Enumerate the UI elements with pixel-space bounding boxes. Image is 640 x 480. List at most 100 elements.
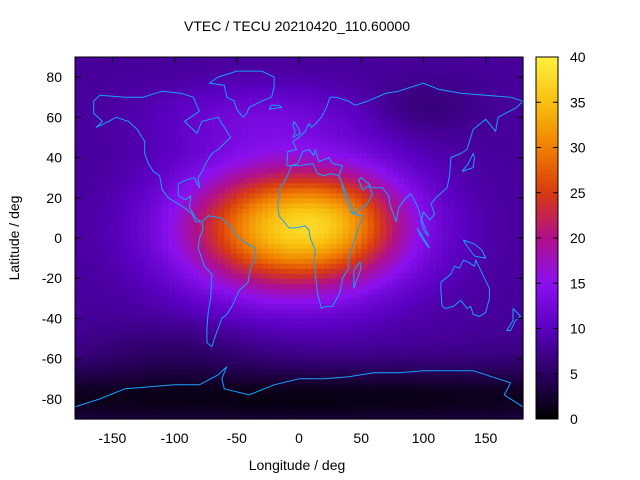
heatmap-cell xyxy=(473,82,481,88)
heatmap-cell xyxy=(423,107,431,113)
heatmap-cell xyxy=(155,303,163,309)
heatmap-cell xyxy=(124,77,132,83)
heatmap-cell xyxy=(75,167,82,174)
heatmap-cell xyxy=(174,303,182,309)
heatmap-cell xyxy=(149,313,157,320)
heatmap-cell xyxy=(448,258,456,264)
heatmap-cell xyxy=(149,182,157,189)
heatmap-cell xyxy=(249,363,257,370)
heatmap-cell xyxy=(504,253,512,259)
heatmap-cell xyxy=(274,378,281,385)
heatmap-cell xyxy=(373,238,381,244)
heatmap-cell xyxy=(255,288,263,294)
heatmap-cell xyxy=(106,378,113,385)
heatmap-cell xyxy=(479,393,487,400)
heatmap-cell xyxy=(323,253,331,259)
heatmap-cell xyxy=(442,92,449,98)
heatmap-cell xyxy=(218,142,225,149)
heatmap-cell xyxy=(199,137,207,144)
heatmap-cell xyxy=(193,353,201,360)
heatmap-cell xyxy=(249,368,257,375)
heatmap-cell xyxy=(305,238,313,244)
heatmap-cell xyxy=(193,82,201,88)
heatmap-cell xyxy=(305,177,313,184)
heatmap-cell xyxy=(118,388,126,395)
heatmap-cell xyxy=(510,248,518,254)
heatmap-cell xyxy=(168,408,176,415)
heatmap-cell xyxy=(398,77,406,83)
heatmap-cell xyxy=(118,348,126,355)
heatmap-cell xyxy=(367,303,375,309)
heatmap-cell xyxy=(87,318,95,325)
heatmap-cell xyxy=(81,308,89,315)
heatmap-cell xyxy=(367,413,375,420)
heatmap-cell xyxy=(143,263,151,269)
heatmap-cell xyxy=(112,67,120,73)
heatmap-cell xyxy=(311,77,319,83)
heatmap-cell xyxy=(479,323,487,330)
heatmap-cell xyxy=(118,172,126,179)
heatmap-cell xyxy=(330,328,337,335)
heatmap-cell xyxy=(131,393,138,400)
heatmap-cell xyxy=(243,303,250,309)
heatmap-cell xyxy=(243,323,250,330)
heatmap-cell xyxy=(249,268,257,274)
heatmap-cell xyxy=(473,177,481,184)
heatmap-cell xyxy=(330,187,337,194)
heatmap-cell xyxy=(99,313,107,320)
heatmap-cell xyxy=(81,328,89,335)
heatmap-cell xyxy=(224,107,232,113)
heatmap-cell xyxy=(330,82,337,88)
heatmap-cell xyxy=(274,308,281,315)
heatmap-cell xyxy=(330,248,337,254)
heatmap-cell xyxy=(267,192,275,199)
heatmap-cell xyxy=(211,298,219,304)
heatmap-cell xyxy=(168,388,176,395)
heatmap-cell xyxy=(261,263,269,269)
heatmap-cell xyxy=(124,313,132,320)
heatmap-cell xyxy=(243,102,250,108)
heatmap-cell xyxy=(498,217,505,224)
heatmap-cell xyxy=(442,273,449,279)
heatmap-cell xyxy=(81,383,89,390)
heatmap-cell xyxy=(286,373,294,380)
heatmap-cell xyxy=(504,313,512,320)
heatmap-cell xyxy=(299,303,306,309)
heatmap-cell xyxy=(392,343,400,350)
heatmap-cell xyxy=(274,167,281,174)
heatmap-cell xyxy=(292,383,300,390)
heatmap-cell xyxy=(361,222,369,229)
heatmap-cell xyxy=(491,112,499,118)
heatmap-cell xyxy=(236,202,244,209)
heatmap-cell xyxy=(180,278,188,284)
heatmap-cell xyxy=(460,353,468,360)
heatmap-cell xyxy=(435,217,443,224)
heatmap-cell xyxy=(274,398,281,405)
heatmap-cell xyxy=(479,82,487,88)
heatmap-cell xyxy=(454,72,462,78)
heatmap-cell xyxy=(479,318,487,325)
heatmap-cell xyxy=(467,353,474,360)
heatmap-cell xyxy=(299,263,306,269)
heatmap-cell xyxy=(448,358,456,365)
heatmap-cell xyxy=(435,263,443,269)
heatmap-cell xyxy=(243,182,250,189)
heatmap-cell xyxy=(473,77,481,83)
heatmap-cell xyxy=(199,197,207,204)
heatmap-cell xyxy=(211,102,219,108)
heatmap-cell xyxy=(448,383,456,390)
heatmap-cell xyxy=(404,112,412,118)
heatmap-cell xyxy=(174,283,182,289)
heatmap-cell xyxy=(99,258,107,264)
heatmap-cell xyxy=(448,318,456,325)
heatmap-cell xyxy=(81,122,89,128)
heatmap-cell xyxy=(155,182,163,189)
heatmap-cell xyxy=(124,187,132,194)
heatmap-cell xyxy=(118,263,126,269)
heatmap-cell xyxy=(348,97,356,103)
heatmap-cell xyxy=(498,338,505,345)
heatmap-cell xyxy=(435,87,443,93)
heatmap-cell xyxy=(467,403,474,410)
heatmap-cell xyxy=(498,343,505,350)
heatmap-cell xyxy=(274,253,281,259)
